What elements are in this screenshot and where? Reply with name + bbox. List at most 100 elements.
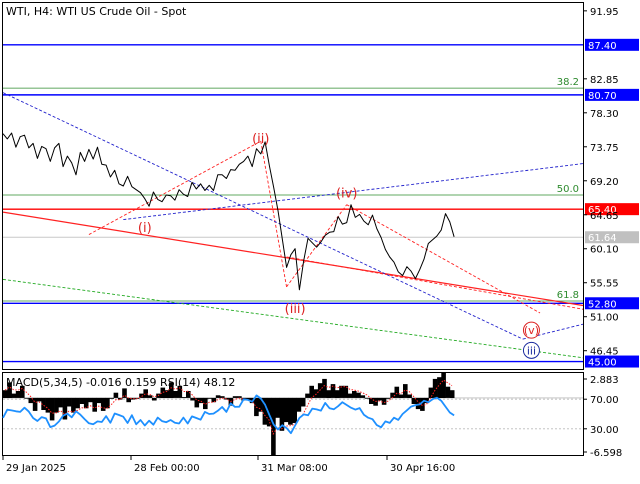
macd-bar (428, 387, 434, 398)
macd-bar (122, 388, 127, 398)
macd-bar (322, 378, 327, 398)
timeframe-label: H4: (33, 5, 53, 18)
price-tick-7: 65.40 (588, 205, 617, 216)
macd-bar (181, 397, 187, 398)
rsi-line (2, 394, 455, 435)
macd-bar (126, 397, 131, 403)
price-line-0 (2, 132, 455, 291)
wave-circle-4 (522, 321, 540, 339)
macd-bar (37, 397, 42, 402)
macd-bar (305, 393, 310, 398)
macd-bar (394, 386, 400, 398)
macd-axis-bg (584, 372, 640, 458)
macd-bar (398, 394, 404, 398)
macd-bar (424, 397, 429, 404)
macd-bar (258, 397, 263, 412)
macd-signal-line (4, 379, 453, 436)
chart-header: WTI, H4: WTI US Crude Oil - Spot (6, 5, 186, 18)
macd-bar (7, 382, 12, 398)
macd-bar (207, 397, 212, 399)
trendline-4 (346, 204, 541, 314)
macd-bar (292, 397, 297, 423)
price-tick-14: 46.45 (590, 347, 619, 358)
macd-bar (173, 391, 178, 398)
macd-bar (420, 397, 425, 411)
level-lines (3, 44, 583, 363)
macd-bar (54, 397, 59, 413)
price-tick-5: 73.75 (590, 143, 619, 154)
macd-bar (79, 397, 85, 404)
macd-bar (24, 397, 29, 399)
price-tick-3: 80.70 (588, 91, 617, 102)
macd-bar (381, 397, 387, 405)
macd-bar (186, 391, 191, 398)
macd-bar (28, 397, 34, 404)
time-tick-3: 30 Apr 16:00 (390, 463, 455, 474)
macd-bar (203, 397, 208, 410)
macd-bar (407, 394, 412, 398)
macd-bar (326, 390, 331, 398)
macd-tick-4: -6.598 (590, 448, 622, 459)
fibonacci-labels: 38.2 50.0 61.8 (557, 77, 579, 301)
macd-bar (83, 397, 89, 409)
macd-bar (449, 390, 455, 398)
price-tag-bg-9 (585, 231, 639, 244)
trendline-5 (286, 256, 584, 310)
macd-panel-frame (2, 372, 584, 456)
macd-bar (275, 397, 280, 418)
price-tick-15: 45.00 (588, 358, 617, 369)
trendline-6 (2, 92, 524, 340)
wave-labels: (i) (ii) (iii) (iv) (v) iii (138, 132, 540, 359)
macd-bar (334, 390, 340, 398)
macd-bar (377, 397, 383, 401)
main-panel-frame (2, 2, 584, 370)
macd-tick-3: 30.00 (590, 425, 619, 436)
time-tick-1: 28 Feb 00:00 (134, 463, 200, 474)
macd-header: MACD(5,34,5) -0.016 0.159 RSI(14) 48.12 (6, 376, 236, 389)
price-tick-9: 61.64 (588, 233, 617, 244)
macd-bar (330, 384, 336, 398)
macd-bar (45, 397, 51, 413)
price-tag-bg-7 (585, 203, 639, 216)
macd-bar (300, 397, 306, 407)
price-tag-bg-3 (585, 88, 639, 101)
macd-bar (432, 378, 438, 398)
price-tick-0: 91.95 (590, 7, 619, 18)
macd-bar (403, 384, 408, 398)
wave-label-3: (iv) (336, 186, 357, 201)
macd-tick-1: 70.00 (590, 395, 619, 406)
macd-bar (360, 395, 366, 398)
macd-tick-0: 2.883 (590, 375, 619, 386)
fibo-label-0: 38.2 (557, 77, 579, 88)
trendlines (2, 92, 584, 359)
macd-bar (113, 392, 119, 398)
wave-label-4: (v) (524, 324, 539, 337)
macd-bar (198, 397, 204, 404)
macd-bar (160, 387, 166, 398)
macd-bar (441, 372, 446, 398)
macd-bar (100, 397, 106, 411)
macd-bar (390, 392, 395, 398)
macd-bar (266, 397, 272, 427)
macd-bar (386, 397, 391, 399)
macd-bar (20, 385, 25, 398)
macd-bar (356, 392, 361, 398)
macd-bar (445, 386, 451, 398)
macd-bar (437, 377, 442, 398)
macd-bar (139, 393, 144, 398)
macd-bar (262, 397, 268, 425)
macd-bar (347, 393, 353, 398)
macd-bar (411, 397, 417, 404)
macd-bar (109, 397, 114, 399)
trendline-2 (260, 141, 287, 287)
macd-bar (96, 397, 102, 404)
trendline-8 (123, 163, 584, 221)
macd-bar (271, 397, 276, 455)
macd-bar (58, 397, 63, 408)
macd-bar (62, 397, 68, 420)
price-tag-bg-1 (585, 38, 639, 51)
macd-bar (130, 397, 136, 400)
macd-bar (343, 385, 349, 398)
price-tick-10: 60.10 (590, 245, 619, 256)
price-tag-bg-15 (585, 355, 639, 368)
